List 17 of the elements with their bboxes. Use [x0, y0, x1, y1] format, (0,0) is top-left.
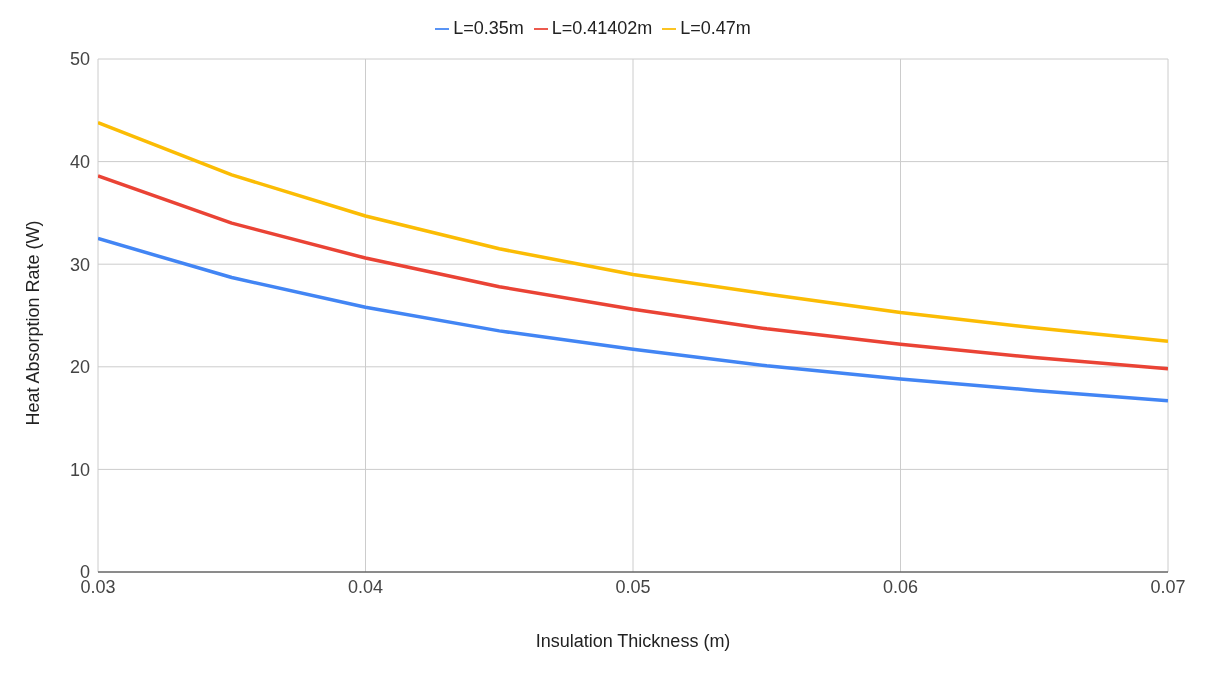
x-tick-label: 0.05	[615, 576, 651, 597]
y-tick-label: 30	[69, 254, 90, 275]
legend-label: L=0.41402m	[551, 18, 653, 38]
y-tick-label: 40	[69, 151, 90, 172]
y-tick-label: 10	[69, 459, 90, 480]
legend-label: L=0.35m	[453, 18, 524, 38]
y-axis-title: Heat Absorption Rate (W)	[23, 220, 44, 426]
line-series	[98, 120, 1168, 343]
x-tick-label: 0.04	[347, 576, 384, 597]
x-axis-title: Insulation Thickness (m)	[535, 631, 731, 651]
y-tick-label: 20	[69, 357, 90, 378]
x-tick-label: 0.06	[882, 576, 919, 597]
line-series	[98, 174, 1168, 371]
y-tick-label: 50	[69, 49, 90, 70]
x-tick-label: 0.07	[1150, 576, 1186, 597]
legend-label: L=0.47m	[680, 18, 751, 38]
line-series	[98, 236, 1168, 403]
